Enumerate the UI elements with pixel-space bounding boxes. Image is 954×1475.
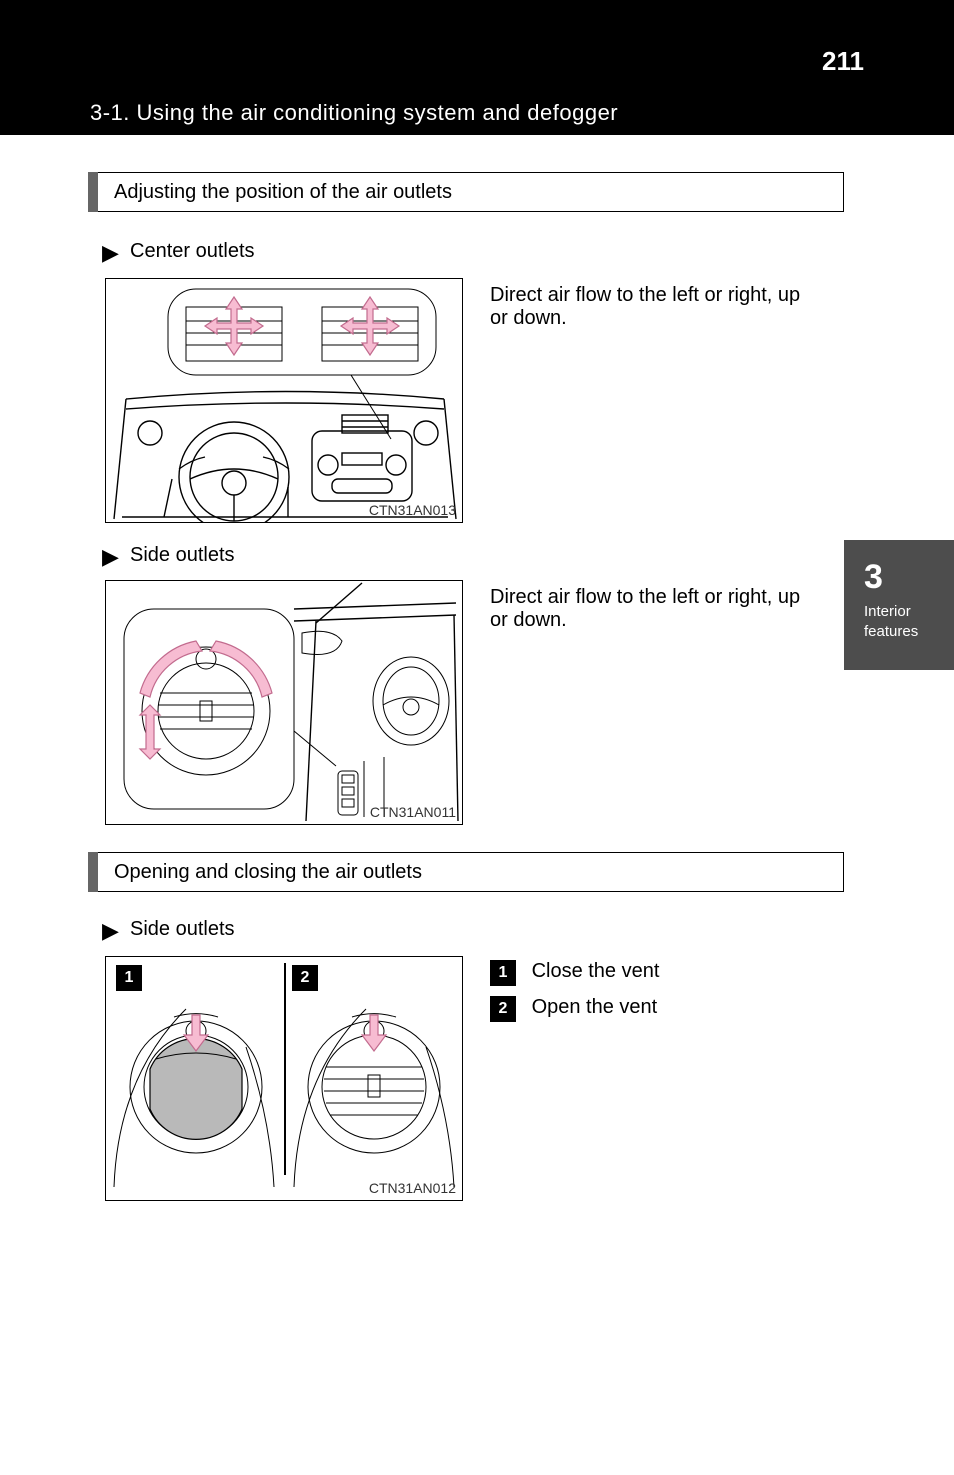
triangle-bullet-icon: ▶ — [102, 544, 119, 570]
section-bar-title: Opening and closing the air outlets — [98, 852, 844, 892]
desc-center-text: Direct air flow to the left or right, up… — [490, 284, 800, 329]
figure-code: CTN31AN011 — [370, 804, 456, 820]
triangle-bullet-icon: ▶ — [102, 240, 119, 266]
section-bar-opening: Opening and closing the air outlets — [88, 852, 846, 892]
chapter-label: Interior features — [864, 602, 954, 641]
figure-center-outlets: CTN31AN013 — [105, 278, 463, 523]
step-badge-2: 2 — [292, 965, 318, 991]
chapter-side-tab: 3 Interior features — [844, 540, 954, 670]
section-title: 3-1. Using the air conditioning system a… — [90, 100, 618, 126]
figure-side-outlets: CTN31AN011 — [105, 580, 463, 825]
sub-side-outlets: Side outlets — [130, 544, 235, 567]
desc-center: Direct air flow to the left or right, up… — [490, 284, 820, 330]
legend-badge-2: 2 — [490, 996, 516, 1022]
step-badge-1: 1 — [116, 965, 142, 991]
section-bar-adjusting: Adjusting the position of the air outlet… — [88, 172, 846, 212]
chapter-number: 3 — [864, 558, 883, 597]
figure-openclose: 1 2 — [105, 956, 463, 1201]
figure-code: CTN31AN013 — [369, 502, 456, 518]
figure-code: CTN31AN012 — [369, 1180, 456, 1196]
desc-side-text: Direct air flow to the left or right, up… — [490, 586, 800, 631]
legend-badge-1: 1 — [490, 960, 516, 986]
openclose-legend: 1 Close the vent 2 Open the vent — [490, 960, 820, 1032]
page-header-band: 211 3-1. Using the air conditioning syst… — [0, 0, 954, 135]
legend-text-1: Close the vent — [532, 960, 660, 983]
sub-center-outlets: Center outlets — [130, 240, 255, 263]
desc-side: Direct air flow to the left or right, up… — [490, 586, 820, 632]
section-bar-title: Adjusting the position of the air outlet… — [98, 172, 844, 212]
legend-text-2: Open the vent — [532, 996, 658, 1019]
triangle-bullet-icon: ▶ — [102, 918, 119, 944]
page-number: 211 — [822, 46, 864, 77]
sub-openclose-outlets: Side outlets — [130, 918, 235, 941]
